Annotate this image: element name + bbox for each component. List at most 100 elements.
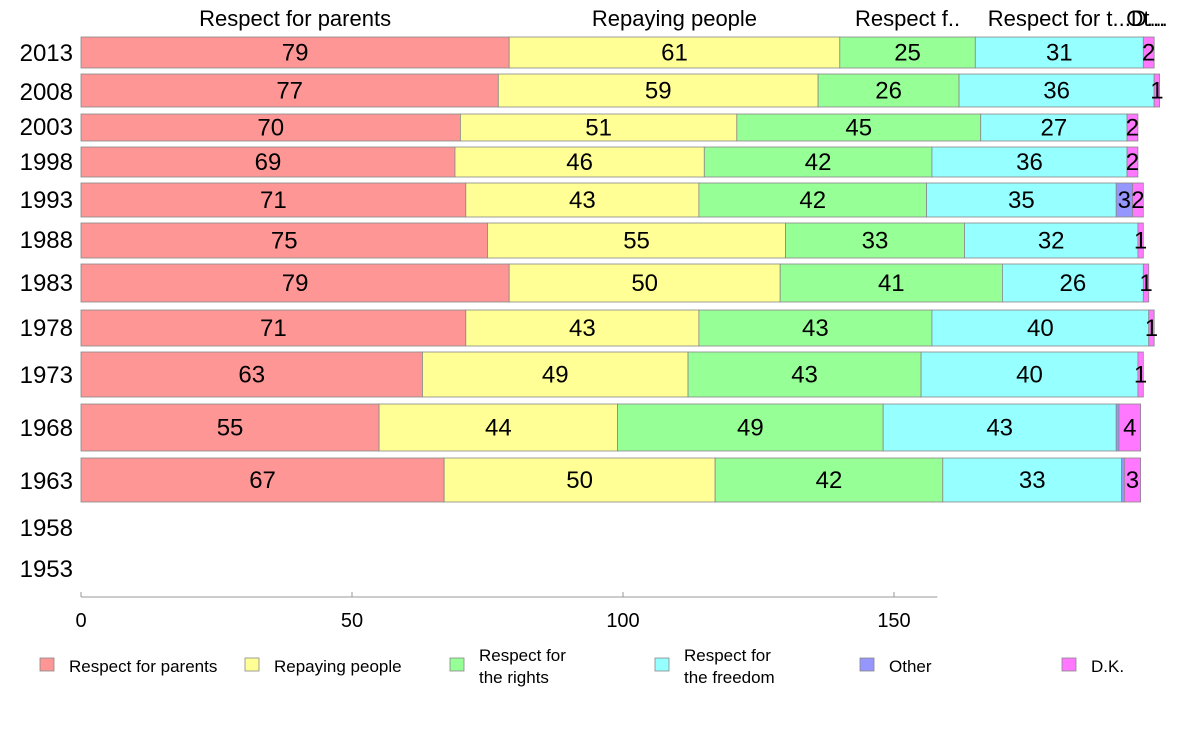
bar-segment [454, 146, 705, 178]
data-label: 45 [845, 115, 872, 142]
legend: Respect for parents Repaying people Respec… [39, 646, 1124, 687]
data-label: 1 [1134, 228, 1147, 255]
bar-segment [1121, 457, 1125, 503]
data-label: 69 [255, 149, 282, 176]
bar-segment [703, 146, 933, 178]
data-label: 3 [1126, 467, 1139, 494]
data-label: 42 [805, 149, 832, 176]
data-label: 44 [485, 415, 512, 442]
data-label: 32 [1038, 228, 1065, 255]
data-label: 67 [249, 467, 276, 494]
data-label: 46 [566, 149, 593, 176]
bar-segment [80, 146, 456, 178]
legend-label: D.K. [1091, 657, 1124, 676]
bar-segment [931, 309, 1150, 347]
bar-segment [80, 457, 445, 503]
data-label: 50 [566, 467, 593, 494]
data-label: 63 [238, 362, 265, 389]
bar-segment [1148, 309, 1155, 347]
bar-segment [714, 457, 944, 503]
category-label: 1993 [20, 187, 73, 214]
bar-segment [508, 263, 781, 303]
data-label: 1 [1134, 362, 1147, 389]
data-label: 79 [282, 270, 309, 297]
category-label: 2003 [20, 114, 73, 141]
data-label: 27 [1041, 115, 1068, 142]
legend-item: Respect for the rights [449, 646, 566, 687]
data-label: 2 [1126, 115, 1139, 142]
data-label: 43 [569, 187, 596, 214]
data-label: 49 [737, 415, 764, 442]
legend-swatch [244, 657, 260, 672]
bar-segment [779, 263, 1003, 303]
column-header: Ot... [1126, 6, 1168, 31]
data-label: 31 [1046, 40, 1073, 67]
bar-segment [1118, 403, 1142, 452]
category-label: 1988 [20, 227, 73, 254]
data-label: 3 [1118, 187, 1131, 214]
data-label: 79 [282, 40, 309, 67]
x-tick-label: 0 [75, 610, 86, 632]
data-label: 36 [1016, 149, 1043, 176]
bar-segment [1002, 263, 1144, 303]
bar-segment [487, 222, 787, 259]
bar-segment [508, 36, 841, 69]
legend-label: Respect for [479, 646, 566, 665]
legend-label: the rights [479, 668, 549, 687]
column-headers: Respect for parents Repaying people Respec… [199, 6, 1168, 31]
category-label: 1953 [20, 556, 73, 583]
legend-swatch [39, 657, 55, 672]
legend-label: Repaying people [274, 657, 402, 676]
bar-segment [1126, 113, 1139, 142]
data-label: 75 [271, 228, 298, 255]
bar-segment [1132, 182, 1144, 218]
column-header: Respect for t... [988, 6, 1131, 31]
data-label: 1 [1139, 270, 1152, 297]
data-label: 36 [1043, 78, 1070, 105]
bar-segment [974, 36, 1144, 69]
legend-item: Respect for the freedom [654, 646, 775, 687]
bar-segment [931, 146, 1128, 178]
data-label: 49 [542, 362, 569, 389]
column-header: D... [1131, 6, 1165, 31]
legend-label: Respect for parents [69, 657, 217, 676]
category-label: 1968 [20, 415, 73, 442]
bar-segment [1142, 263, 1150, 303]
x-tick-label: 150 [877, 610, 910, 632]
legend-item: Other [859, 657, 932, 676]
data-label: 41 [878, 270, 905, 297]
bar-segment [80, 309, 467, 347]
x-tick-label: 100 [606, 610, 639, 632]
bar-segment [839, 36, 976, 69]
bar-segment [942, 457, 1123, 503]
bar-segment [378, 403, 618, 452]
data-label: 43 [569, 315, 596, 342]
bar-segment [80, 182, 467, 218]
bar-segment [80, 403, 380, 452]
data-label: 51 [585, 115, 612, 142]
bar-segment [882, 403, 1117, 452]
bar-segment [80, 73, 499, 108]
bar-segment [698, 309, 933, 347]
bar-segment [736, 113, 982, 142]
data-label: 1 [1145, 315, 1158, 342]
data-label: 55 [217, 415, 244, 442]
column-header: Respect f.. [855, 6, 960, 31]
data-label: 42 [799, 187, 826, 214]
bar-segment [422, 351, 689, 398]
category-label: 2008 [20, 79, 73, 106]
data-label: 71 [260, 315, 287, 342]
data-label: 77 [276, 78, 303, 105]
column-header: Respect for parents [199, 6, 391, 31]
data-label: 33 [1019, 467, 1046, 494]
data-label: 2 [1126, 149, 1139, 176]
category-label: 2013 [20, 40, 73, 67]
bar-segment [497, 73, 819, 108]
bar-segment [964, 222, 1139, 259]
legend-label: Other [889, 657, 932, 676]
data-label: 33 [862, 228, 889, 255]
data-label: 26 [1060, 270, 1087, 297]
data-label: 59 [645, 78, 672, 105]
bar-segment [617, 403, 884, 452]
